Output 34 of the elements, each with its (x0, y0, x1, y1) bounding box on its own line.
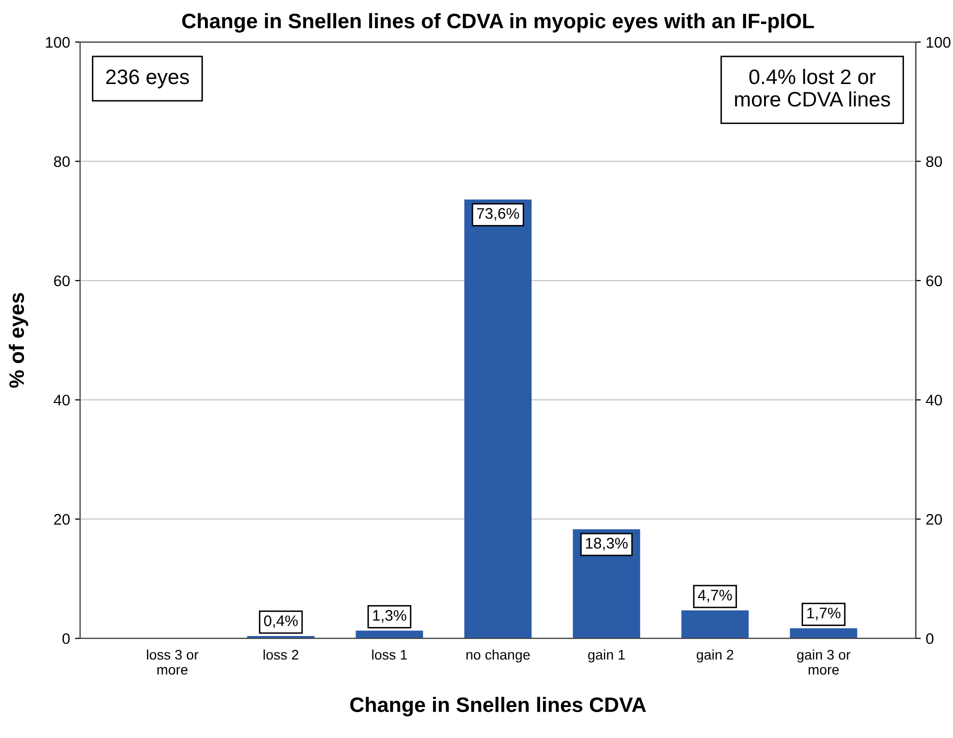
x-tick-label: loss 3 or more (147, 649, 198, 675)
y-tick-label: 80 (54, 156, 70, 168)
x-tick-label: gain 2 (696, 649, 734, 662)
y-tick-label: 100 (46, 36, 70, 48)
data-label: 4,7% (698, 590, 732, 602)
bar (464, 199, 532, 638)
annotation: 236 eyes (106, 69, 189, 88)
data-label: 73,6% (477, 208, 520, 221)
x-tick-label: gain 3 or more (797, 649, 850, 675)
x-tick-label: no change (466, 649, 530, 662)
x-tick-label: gain 1 (588, 649, 625, 662)
y2-tick-label: 0 (926, 633, 934, 644)
x-tick-label: loss 1 (372, 649, 407, 660)
y2-tick-label: 100 (926, 36, 950, 48)
y-tick-label: 60 (54, 275, 70, 286)
bar (356, 630, 424, 638)
data-label: 18,3% (586, 538, 628, 550)
annotation: 0.4% lost 2 or more CDVA lines (735, 68, 890, 107)
y-tick-label: 40 (54, 394, 70, 406)
bar (790, 628, 858, 638)
y2-tick-label: 40 (926, 394, 942, 406)
data-label: 1,7% (807, 608, 840, 620)
data-label: 1,3% (373, 610, 406, 623)
y2-tick-label: 80 (926, 156, 942, 168)
chart-title: Change in Snellen lines of CDVA in myopic eyes with an IF-pIOL (182, 13, 814, 33)
x-tick-label: loss 2 (264, 649, 298, 660)
y2-tick-label: 60 (926, 275, 942, 286)
y-axis-title: % of eyes (8, 293, 28, 388)
x-axis-title: Change in Snellen lines CDVA (350, 696, 646, 716)
y-tick-label: 0 (62, 633, 70, 644)
y-tick-label: 20 (54, 514, 70, 525)
y2-tick-label: 20 (926, 514, 942, 525)
bar (681, 610, 749, 638)
data-label: 0,4% (264, 615, 298, 628)
